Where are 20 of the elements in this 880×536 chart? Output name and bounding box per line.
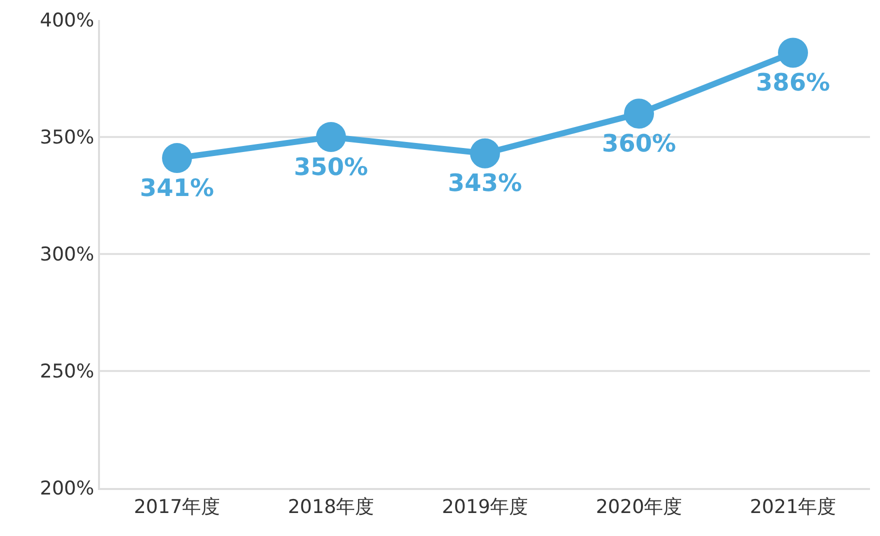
y-tick-label: 400% [40,10,94,32]
y-tick-label: 350% [40,126,94,149]
point [316,122,346,152]
x-tick-label: 2018年度 [288,496,374,518]
y-tick-label: 250% [40,360,94,383]
data-label: 343% [448,169,522,198]
point [624,98,654,129]
x-tick-label: 2021年度 [750,496,836,518]
point [470,138,500,168]
y-tick-label: 300% [40,244,94,266]
data-label: 350% [294,152,368,181]
x-tick-label: 2017年度 [134,496,220,518]
x-tick-label: 2020年度 [596,496,682,518]
point [162,143,192,174]
x-tick-label: 2019年度 [442,496,528,518]
y-tick-label: 200% [40,478,94,500]
data-label: 386% [756,68,830,97]
point [778,38,808,68]
data-label: 341% [140,174,214,202]
data-label: 360% [602,129,676,158]
